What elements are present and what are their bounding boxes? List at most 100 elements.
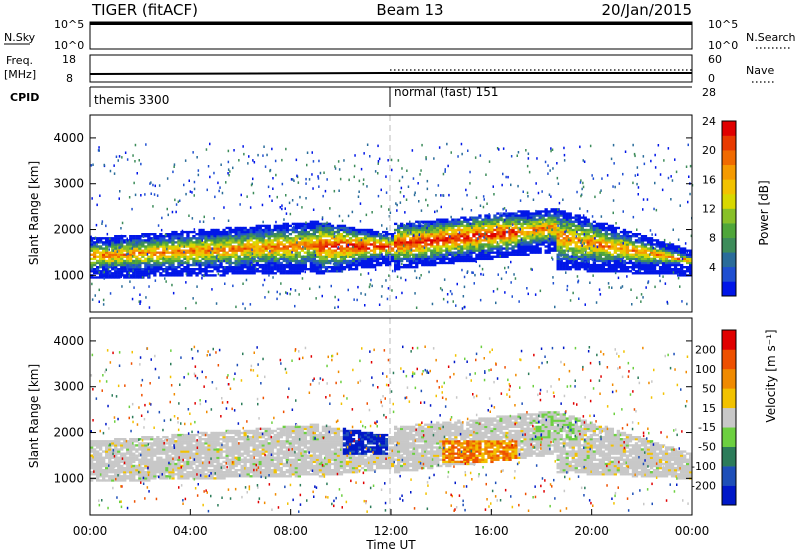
range-gate-cell [496,251,500,254]
range-gate-cell [442,255,446,258]
scatter-cell [400,186,403,190]
range-gate-cell [345,255,350,258]
range-gate-cell [153,261,157,265]
range-gate-cell [418,224,422,228]
range-gate-cell [598,270,603,273]
range-gate-cell [348,247,353,250]
range-gate-cell [397,257,401,261]
scatter-cell [308,178,311,181]
scatter-cell [506,230,508,234]
range-gate-cell [601,237,606,240]
scatter-cell [153,193,156,196]
range-gate-cell [102,268,106,271]
range-gate-cell [129,276,133,279]
scatter-cell [120,234,123,238]
range-gate-cell [270,261,274,265]
range-gate-cell [424,224,428,228]
range-gate-cell [547,235,551,238]
range-gate-cell [168,266,172,269]
range-gate-cell [114,263,118,267]
range-gate-cell [541,222,545,226]
scatter-cell [101,222,103,225]
range-gate-cell [643,243,648,246]
range-gate-cell [150,239,154,242]
range-gate-cell [433,247,437,250]
range-gate-cell [379,255,383,258]
range-gate-cell [195,255,199,258]
range-gate-cell [547,249,551,252]
range-gate-cell [345,251,350,254]
range-gate-cell [421,257,425,261]
range-gate-cell [541,230,545,234]
range-gate-cell [285,249,290,252]
scatter-cell [221,191,224,195]
range-gate-cell [622,239,627,242]
range-gate-cell [105,245,109,248]
scatter-cell [321,217,324,221]
range-gate-cell [108,276,112,279]
range-gate-cell [363,230,368,234]
range-gate-cell [457,251,461,254]
range-gate-cell [156,270,160,273]
scatter-cell [657,144,660,147]
range-gate-cell [535,210,539,213]
range-gate-cell [619,263,624,267]
range-gate-cell [249,228,253,232]
range-gate-cell [375,261,380,265]
range-gate-cell [321,235,326,238]
range-gate-cell [661,241,666,244]
range-gate-cell [637,251,642,254]
scatter-cell [134,160,136,163]
range-gate-cell [565,218,569,221]
range-gate-cell [282,233,286,236]
range-gate-cell [318,233,323,236]
range-gate-cell [634,233,639,236]
range-gate-cell [508,251,512,254]
range-gate-cell [174,230,178,234]
range-gate-cell [634,261,639,265]
range-gate-cell [108,259,112,263]
range-gate-cell [616,247,621,250]
range-gate-cell [400,241,404,244]
range-gate-cell [270,253,274,256]
range-gate-cell [189,255,193,258]
range-gate-cell [309,220,314,223]
range-gate-cell [433,255,437,258]
scatter-cell [274,159,277,163]
scatter-cell [458,231,461,234]
range-gate-cell [120,444,124,447]
range-gate-cell [556,257,560,261]
range-gate-cell [177,272,181,275]
range-gate-cell [436,243,440,246]
range-gate-cell [108,243,112,246]
range-gate-cell [580,261,584,265]
range-gate-cell [138,274,142,277]
scatter-cell [402,244,405,247]
range-gate-cell [309,222,314,226]
range-gate-cell [511,214,515,217]
scatter-cell [391,269,394,273]
scatter-cell [388,208,390,211]
range-gate-cell [433,263,437,267]
scatter-cell [211,288,213,291]
range-gate-cell [114,237,118,240]
range-gate-cell [309,263,314,267]
range-gate-cell [526,241,530,244]
range-gate-cell [336,233,341,236]
range-gate-cell [105,243,109,246]
range-gate-cell [270,272,274,275]
range-gate-cell [680,266,684,269]
range-gate-cell [330,230,335,234]
scatter-cell [127,252,129,255]
range-gate-cell [466,249,470,252]
range-gate-cell [628,243,633,246]
range-gate-cell [394,251,398,254]
range-gate-cell [252,255,256,258]
range-gate-cell [589,253,594,256]
range-gate-cell [562,233,566,236]
scatter-cell [636,182,638,186]
range-gate-cell [562,224,566,228]
scatter-cell [577,279,580,283]
scatter-cell [367,272,370,275]
range-gate-cell [129,241,133,244]
